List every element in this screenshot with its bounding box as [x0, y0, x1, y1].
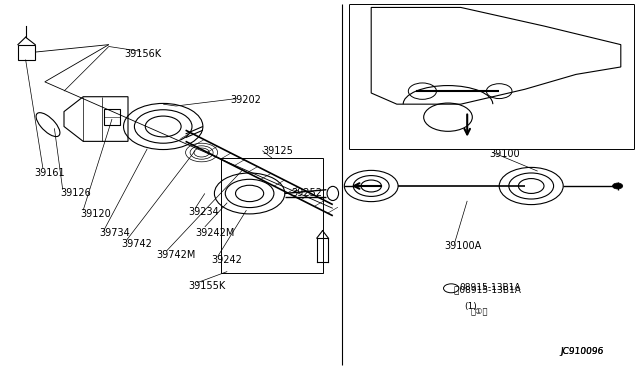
Text: 39234: 39234	[189, 207, 220, 217]
Text: 39155K: 39155K	[189, 282, 226, 291]
Text: 39734: 39734	[99, 228, 130, 237]
Text: 39742M: 39742M	[157, 250, 196, 260]
Text: 39742: 39742	[122, 239, 152, 248]
Text: 08915-13B1A: 08915-13B1A	[460, 283, 521, 292]
Text: （①）: （①）	[470, 306, 488, 315]
Text: 39202: 39202	[230, 96, 261, 105]
Text: JC910096: JC910096	[560, 347, 604, 356]
Text: 39125: 39125	[262, 146, 293, 155]
Circle shape	[612, 183, 623, 189]
Text: 39120: 39120	[80, 209, 111, 219]
Text: 39126: 39126	[61, 189, 92, 198]
Text: 39161: 39161	[34, 168, 65, 178]
Text: 39156K: 39156K	[125, 49, 162, 59]
Text: JC910096: JC910096	[560, 347, 604, 356]
Text: 39100: 39100	[490, 150, 520, 159]
Text: 39252: 39252	[291, 189, 322, 198]
Text: (1): (1)	[464, 302, 477, 311]
Bar	[221, 158, 323, 273]
Text: 39242M: 39242M	[195, 228, 235, 237]
Text: 39242: 39242	[211, 256, 242, 265]
Text: Ⓜ​08915-13B1A: Ⓜ​08915-13B1A	[454, 286, 521, 295]
Text: 39100A: 39100A	[445, 241, 482, 250]
